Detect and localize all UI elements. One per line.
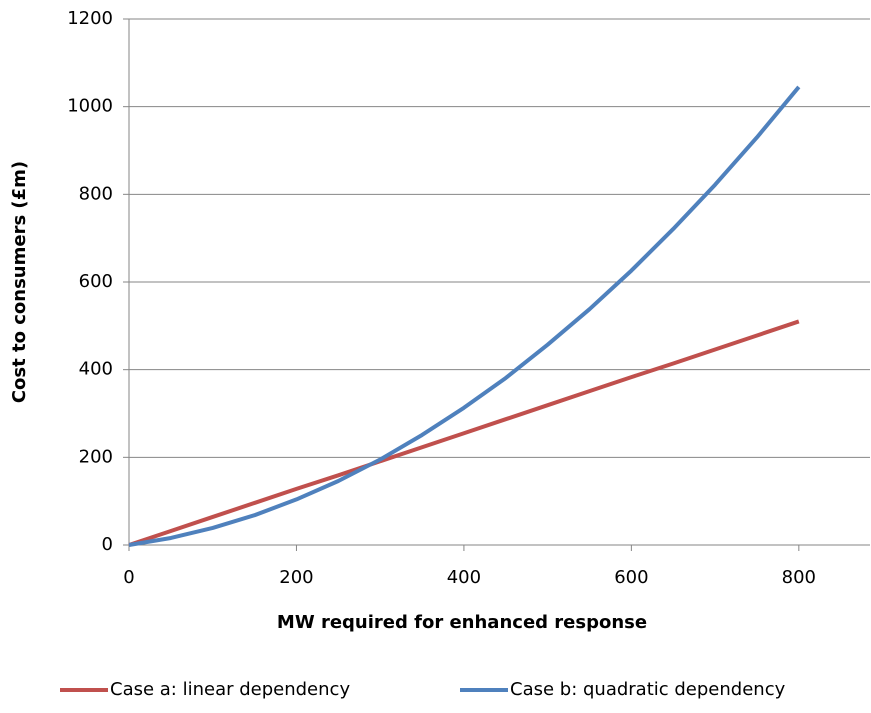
- y-tick-label: 800: [79, 183, 113, 204]
- x-tick-label: 400: [447, 567, 481, 588]
- legend-label: Case a: linear dependency: [110, 679, 350, 700]
- y-tick-label: 400: [79, 359, 113, 380]
- y-axis-label: Cost to consumers (£m): [9, 161, 30, 403]
- series-line: [128, 85, 801, 547]
- x-axis-label: MW required for enhanced response: [277, 612, 647, 633]
- y-tick-label: 1200: [67, 8, 113, 29]
- y-tick-label: 1000: [67, 96, 113, 117]
- y-tick-label: 0: [102, 534, 113, 555]
- x-tick-label: 200: [279, 567, 313, 588]
- series-line: [128, 319, 800, 547]
- x-tick-label: 0: [123, 567, 134, 588]
- x-tick-label: 800: [782, 567, 816, 588]
- y-tick-label: 200: [79, 446, 113, 467]
- x-tick-label: 600: [614, 567, 648, 588]
- legend-label: Case b: quadratic dependency: [510, 679, 786, 700]
- y-tick-label: 600: [79, 271, 113, 292]
